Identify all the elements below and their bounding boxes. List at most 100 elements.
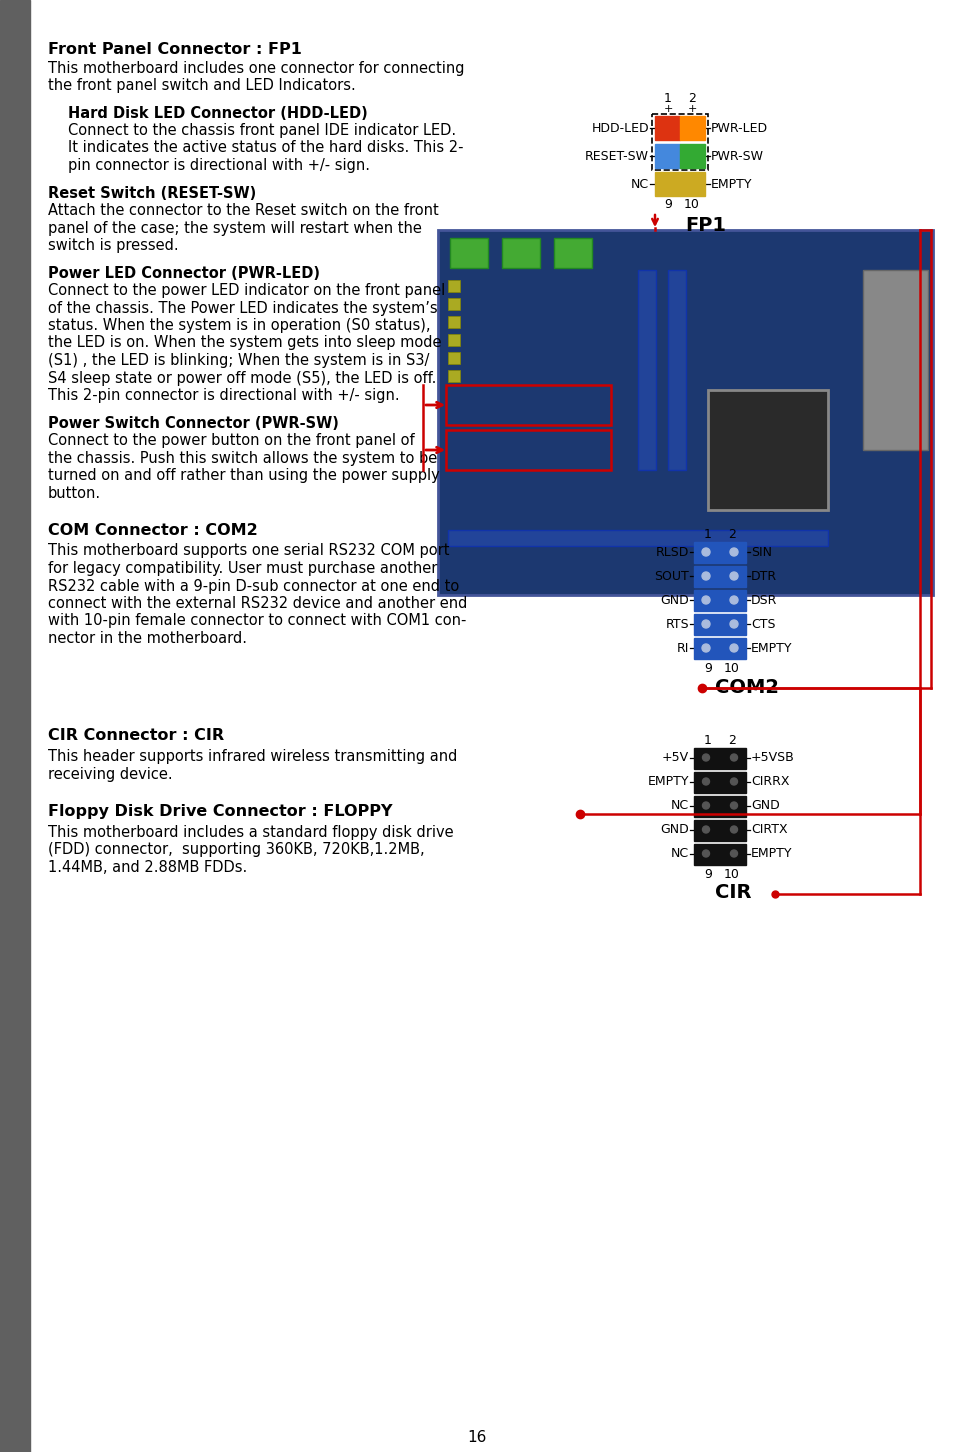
Text: DTR: DTR — [750, 569, 777, 582]
Circle shape — [730, 754, 737, 761]
Text: 9: 9 — [703, 867, 711, 880]
Text: Front Panel Connector : FP1: Front Panel Connector : FP1 — [48, 42, 301, 57]
Bar — [693, 566, 745, 587]
Text: Power Switch Connector (PWR-SW): Power Switch Connector (PWR-SW) — [48, 415, 338, 430]
Text: This motherboard includes one connector for connecting: This motherboard includes one connector … — [48, 61, 464, 76]
Text: EMPTY: EMPTY — [647, 775, 688, 788]
Text: Connect to the chassis front panel IDE indicator LED.: Connect to the chassis front panel IDE i… — [68, 123, 456, 138]
Text: RS232 cable with a 9-pin D-sub connector at one end to: RS232 cable with a 9-pin D-sub connector… — [48, 578, 458, 594]
Text: This header supports infrared wireless transmitting and: This header supports infrared wireless t… — [48, 749, 456, 764]
Circle shape — [729, 620, 738, 629]
Text: panel of the case; the system will restart when the: panel of the case; the system will resta… — [48, 221, 421, 235]
Text: This 2-pin connector is directional with +/- sign.: This 2-pin connector is directional with… — [48, 388, 399, 404]
Text: This motherboard includes a standard floppy disk drive: This motherboard includes a standard flo… — [48, 825, 453, 839]
Text: EMPTY: EMPTY — [710, 177, 752, 190]
Bar — [651, 115, 707, 170]
Circle shape — [701, 778, 709, 786]
Text: RESET-SW: RESET-SW — [584, 150, 648, 163]
Bar — [446, 385, 610, 425]
Text: Reset Switch (RESET-SW): Reset Switch (RESET-SW) — [48, 186, 256, 200]
Text: It indicates the active status of the hard disks. This 2-: It indicates the active status of the ha… — [68, 141, 463, 155]
Text: 1: 1 — [703, 733, 711, 746]
Bar — [448, 334, 459, 346]
Text: 10: 10 — [683, 197, 700, 211]
Bar — [655, 144, 679, 168]
Bar — [693, 637, 745, 659]
Text: Connect to the power button on the front panel of: Connect to the power button on the front… — [48, 433, 415, 449]
Circle shape — [729, 547, 738, 556]
Bar — [501, 238, 539, 269]
Text: GND: GND — [659, 823, 688, 836]
Text: NC: NC — [630, 177, 648, 190]
Text: Floppy Disk Drive Connector : FLOPPY: Floppy Disk Drive Connector : FLOPPY — [48, 804, 392, 819]
Text: EMPTY: EMPTY — [750, 642, 792, 655]
Bar — [693, 819, 745, 841]
Text: Power LED Connector (PWR-LED): Power LED Connector (PWR-LED) — [48, 266, 319, 280]
Text: +: + — [686, 105, 696, 115]
Bar — [437, 229, 932, 595]
Circle shape — [701, 595, 709, 604]
Text: receiving device.: receiving device. — [48, 767, 172, 781]
Text: with 10-pin female connector to connect with COM1 con-: with 10-pin female connector to connect … — [48, 614, 466, 629]
Bar — [446, 430, 610, 470]
Bar — [679, 116, 704, 139]
Text: 2: 2 — [8, 716, 22, 736]
Circle shape — [729, 645, 738, 652]
Text: 1.44MB, and 2.88MB FDDs.: 1.44MB, and 2.88MB FDDs. — [48, 860, 247, 874]
Text: 2: 2 — [727, 733, 735, 746]
Bar — [0, 0, 30, 1452]
Text: 9: 9 — [703, 662, 711, 675]
Text: NC: NC — [670, 799, 688, 812]
Text: connect with the external RS232 device and another end: connect with the external RS232 device a… — [48, 595, 467, 611]
Bar — [693, 844, 745, 864]
Text: FP1: FP1 — [684, 216, 725, 235]
Text: GND: GND — [750, 799, 779, 812]
Text: Attach the connector to the Reset switch on the front: Attach the connector to the Reset switch… — [48, 203, 438, 218]
Text: CIRRX: CIRRX — [750, 775, 789, 788]
Circle shape — [730, 778, 737, 786]
Text: RTS: RTS — [664, 617, 688, 630]
Text: Hard Disk LED Connector (HDD-LED): Hard Disk LED Connector (HDD-LED) — [68, 106, 367, 121]
Circle shape — [701, 572, 709, 579]
Text: Connect to the power LED indicator on the front panel: Connect to the power LED indicator on th… — [48, 283, 445, 298]
Bar — [667, 270, 685, 470]
Bar — [448, 298, 459, 309]
Bar — [450, 238, 488, 269]
Bar — [679, 171, 704, 196]
Text: 10: 10 — [723, 867, 740, 880]
Bar — [638, 270, 656, 470]
Text: COM Connector : COM2: COM Connector : COM2 — [48, 523, 257, 539]
Text: PWR-SW: PWR-SW — [710, 150, 763, 163]
Bar — [448, 351, 459, 364]
Bar — [862, 270, 927, 450]
Bar — [693, 796, 745, 816]
Text: 10: 10 — [723, 662, 740, 675]
Circle shape — [729, 572, 738, 579]
Bar — [693, 748, 745, 768]
Bar — [448, 530, 827, 546]
Bar — [448, 370, 459, 382]
Text: DSR: DSR — [750, 594, 777, 607]
Text: +5VSB: +5VSB — [750, 751, 794, 764]
Text: the front panel switch and LED Indicators.: the front panel switch and LED Indicator… — [48, 78, 355, 93]
Text: CIR Connector : CIR: CIR Connector : CIR — [48, 729, 224, 743]
Circle shape — [730, 802, 737, 809]
Bar — [693, 614, 745, 635]
Bar — [655, 116, 679, 139]
Text: 16: 16 — [467, 1430, 486, 1445]
Text: nector in the motherboard.: nector in the motherboard. — [48, 632, 247, 646]
Text: turned on and off rather than using the power supply: turned on and off rather than using the … — [48, 468, 439, 484]
Bar — [448, 317, 459, 328]
Circle shape — [701, 754, 709, 761]
Text: status. When the system is in operation (S0 status),: status. When the system is in operation … — [48, 318, 430, 333]
Text: SIN: SIN — [750, 546, 771, 559]
Text: RI: RI — [676, 642, 688, 655]
Text: SOUT: SOUT — [654, 569, 688, 582]
Text: (S1) , the LED is blinking; When the system is in S3/: (S1) , the LED is blinking; When the sys… — [48, 353, 429, 367]
Text: +5V: +5V — [661, 751, 688, 764]
Bar — [693, 590, 745, 611]
Text: RLSD: RLSD — [655, 546, 688, 559]
Text: the chassis. Push this switch allows the system to be: the chassis. Push this switch allows the… — [48, 450, 436, 466]
Bar — [679, 144, 704, 168]
Bar — [554, 238, 592, 269]
